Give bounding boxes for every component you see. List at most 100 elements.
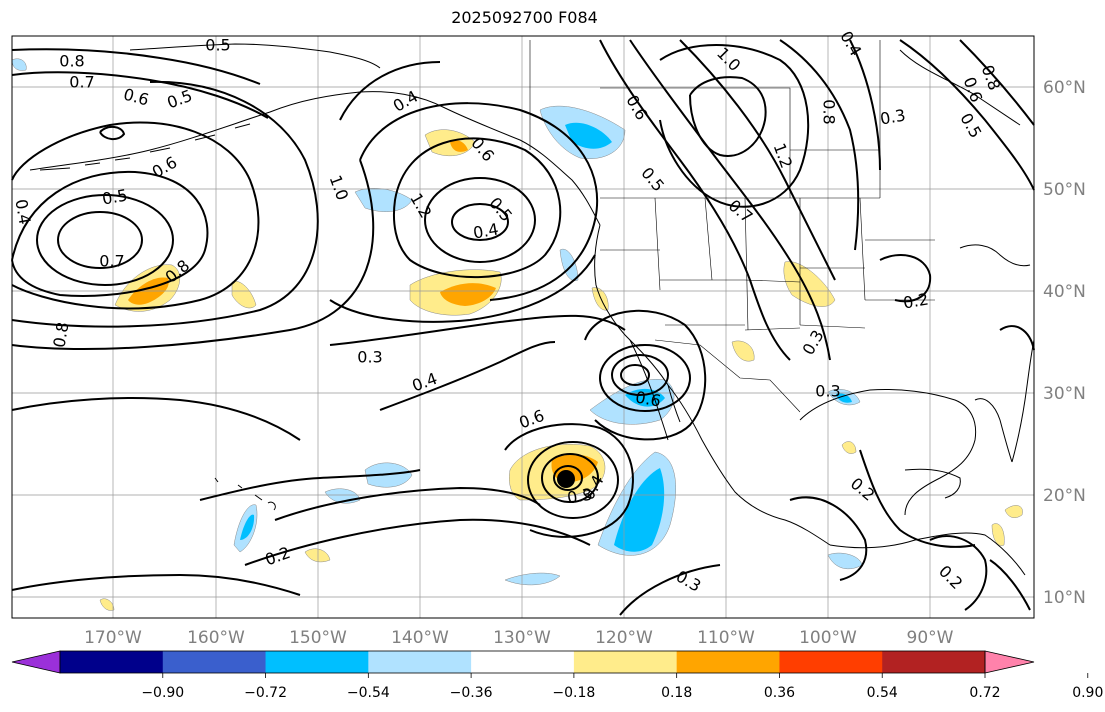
map-background [12, 36, 1034, 618]
contour-east-15 [989, 559, 1031, 611]
shading-positive-9 [99, 598, 115, 611]
contour-east-14 [999, 325, 1035, 351]
lat-tick-label: 30°N [1043, 384, 1086, 404]
map-title: 2025092700 F084 [451, 8, 598, 27]
shading-positive-12 [841, 441, 857, 454]
map-frame [11, 35, 1035, 619]
lat-tick-label: 50°N [1043, 180, 1086, 200]
coast-baja [629, 339, 669, 441]
lon-tick-label: 110°W [697, 628, 755, 648]
colorbar-tick-label: −0.18 [552, 685, 595, 701]
lon-tick-label: 90°W [907, 628, 954, 648]
lon-tick-label: 170°W [84, 628, 142, 648]
contour-hurricane-4 [504, 423, 634, 538]
contour-east-13 [929, 535, 988, 611]
colorbar-tick-label: 0.36 [764, 685, 795, 701]
contour-east-3 [629, 39, 831, 361]
contour-hurricane-3 [527, 441, 619, 519]
contour-west-inner [57, 211, 143, 269]
contour-label: 0.4 [11, 198, 34, 226]
colorbar-bin [368, 651, 472, 673]
latitude-tick-labels: 60°N 50°N 40°N 30°N 20°N 10°N [1043, 78, 1086, 608]
contour-label: 0.3 [879, 105, 907, 128]
coast-us-east [1011, 339, 1035, 463]
colorbar-tick-label: −0.72 [244, 685, 287, 701]
contour-lines [11, 39, 1035, 616]
shading-positive-3-core [440, 283, 496, 306]
contour-west-5 [11, 80, 319, 328]
contour-label: 0.5 [101, 185, 129, 208]
contour-label: 0.8 [820, 99, 839, 124]
colorbar-bin [676, 651, 780, 673]
contour-03-mid [379, 341, 556, 411]
colorbar-bin [471, 651, 575, 673]
coast-gulf [799, 389, 977, 516]
contour-east-6 [849, 39, 881, 171]
colorbar-tick-label: 0.90 [1072, 685, 1103, 701]
contour-trop-03 [274, 486, 541, 521]
contour-pac-top-2 [11, 48, 261, 85]
coast-florida [974, 398, 1013, 463]
shading-negative-11 [504, 572, 561, 586]
border-state-1 [654, 197, 866, 331]
contour-socal-4 [584, 309, 707, 441]
lon-tick-label: 120°W [595, 628, 653, 648]
contour-pac-small [99, 126, 126, 140]
contour-central-4 [359, 102, 599, 301]
contour-east-11 [859, 449, 976, 548]
colorbar [11, 650, 1035, 674]
colorbar-bin [882, 651, 986, 673]
contour-label: 0.3 [815, 382, 840, 401]
lat-tick-label: 60°N [1043, 78, 1086, 98]
contour-east-5 [779, 39, 860, 251]
coast-yucatan [904, 468, 961, 499]
colorbar-extend-max [984, 650, 1035, 674]
contour-label: 0.8 [49, 321, 72, 349]
contour-socal-3 [599, 344, 691, 412]
contour-hurricane-2 [541, 453, 599, 503]
contour-label: 0.4 [472, 219, 500, 242]
shading-negative-5-core [614, 468, 665, 552]
colorbar-bin [60, 651, 164, 673]
coast-central-america [829, 532, 1026, 576]
coast-alaska [29, 91, 601, 226]
contour-label: 0.7 [69, 73, 94, 92]
contour-04-mid [329, 314, 626, 346]
colorbar-tick-label: 0.18 [661, 685, 692, 701]
border-state-2 [600, 239, 935, 283]
contour-trop-03b [199, 469, 421, 501]
contour-east-9 [959, 39, 1035, 126]
coast-great-lakes [959, 244, 1031, 267]
contour-hurricane-1 [553, 465, 583, 491]
border-state-3 [665, 299, 935, 331]
lat-tick-label: 40°N [1043, 282, 1086, 302]
coast-gulf-california [667, 384, 681, 423]
colorbar-bin [162, 651, 267, 673]
gridlines [12, 36, 1034, 618]
lat-tick-label: 10°N [1043, 588, 1086, 608]
coast-us-west [594, 224, 831, 546]
contour-central-2 [424, 177, 536, 263]
colorbar-tick-label: 0.54 [867, 685, 898, 701]
border-us-mexico [654, 339, 801, 413]
coast-aleutians [39, 123, 251, 171]
shading-negative-3 [559, 248, 579, 282]
contour-label: 0.2 [902, 289, 930, 312]
colorbar-outline [59, 650, 986, 674]
coast-hudson [899, 49, 1021, 126]
contour-label: 0.3 [357, 348, 382, 367]
contour-east-7 [599, 39, 791, 361]
shading-positive-4-core [450, 140, 468, 152]
contour-label: 0.8 [59, 52, 84, 71]
lon-tick-label: 160°W [187, 628, 245, 648]
shading-positive-11 [991, 523, 1005, 546]
political-borders [529, 40, 935, 413]
colorbar-tick-label: −0.36 [450, 685, 493, 701]
contour-label: 0.6 [634, 387, 662, 410]
shading-negative-6 [364, 462, 413, 488]
contour-trop-bottom [11, 573, 301, 596]
colorbar-tick-label: −0.54 [347, 685, 390, 701]
contour-west-2 [36, 194, 174, 286]
colorbar-labels: −0.90 −0.72 −0.54 −0.36 −0.18 0.18 0.36 0.54 0.7… [141, 673, 1103, 701]
